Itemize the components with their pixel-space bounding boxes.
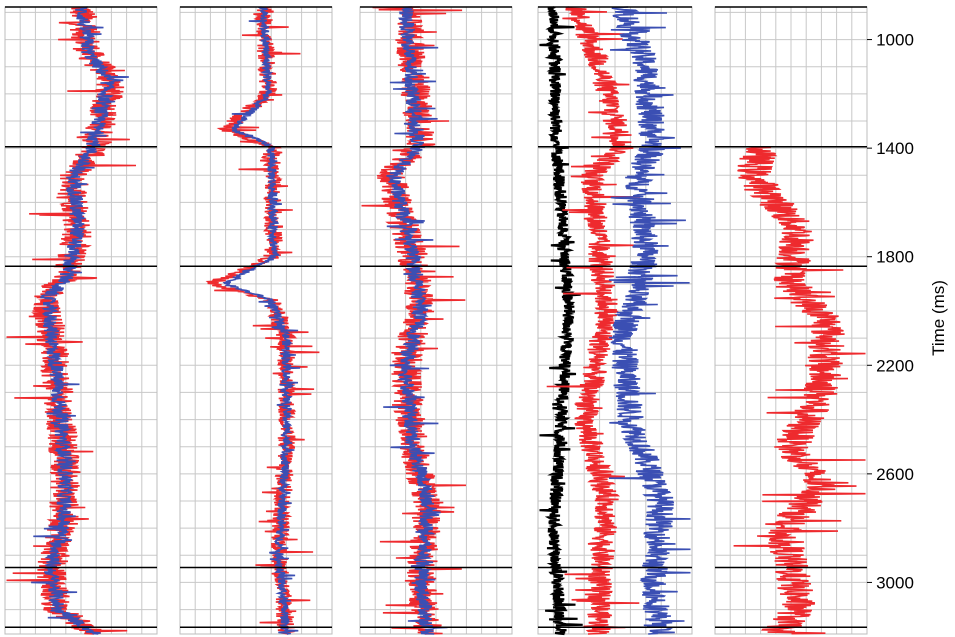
- y-tick-label: 1400: [876, 139, 914, 158]
- y-tick-label: 3000: [876, 573, 914, 592]
- series-blue: [383, 6, 448, 635]
- track-3: [359, 6, 513, 635]
- series-black: [539, 6, 583, 636]
- y-tick-label: 1800: [876, 248, 914, 267]
- tracks-layer: [4, 6, 868, 636]
- series-blue: [608, 6, 691, 635]
- series-blue: [222, 6, 301, 635]
- series-red: [546, 6, 641, 635]
- y-axis-title: Time (ms): [929, 280, 948, 356]
- track-1: [4, 6, 158, 635]
- y-tick-label: 2600: [876, 465, 914, 484]
- series-red: [205, 6, 320, 635]
- y-tick-label: 2200: [876, 356, 914, 375]
- series-red: [733, 146, 866, 635]
- track-2: [179, 6, 333, 635]
- track-5: [714, 6, 868, 635]
- track-4: [537, 6, 693, 636]
- time-axis: 1000 1400 1800 2200 2600 3000: [867, 31, 914, 592]
- series-blue: [31, 6, 129, 635]
- y-tick-label: 1000: [876, 31, 914, 50]
